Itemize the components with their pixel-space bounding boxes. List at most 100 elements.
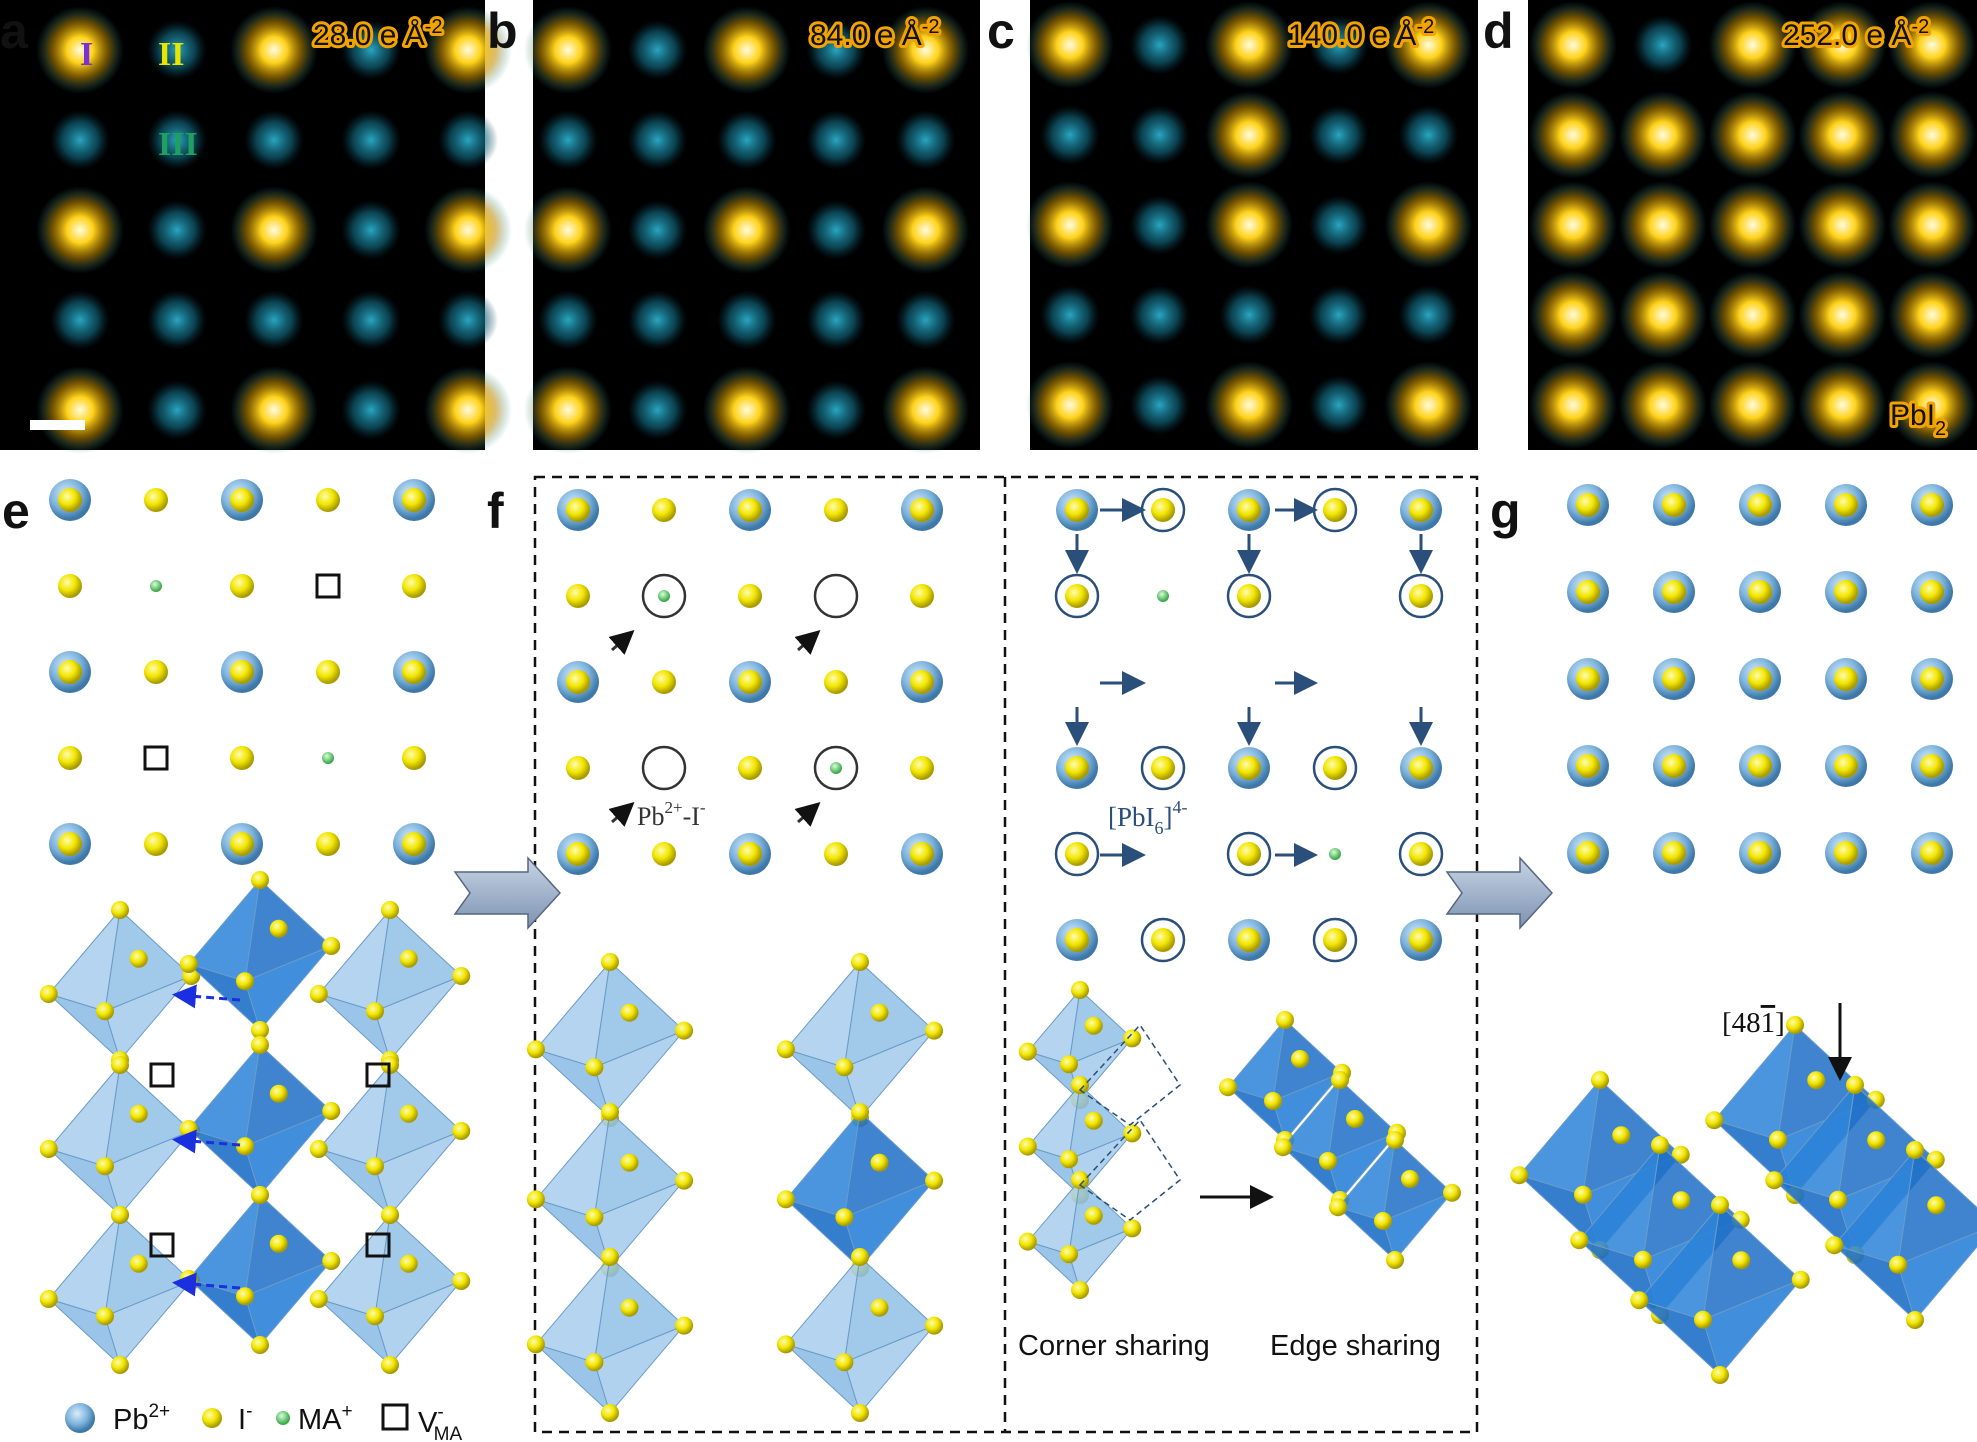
haadf-dim-column bbox=[341, 200, 401, 260]
iodine-atom bbox=[366, 1002, 384, 1021]
iodine-atom bbox=[1662, 493, 1686, 517]
iodine-atom bbox=[1807, 1071, 1826, 1090]
iodine-atom bbox=[1084, 1206, 1103, 1225]
ma-atom bbox=[1329, 848, 1341, 860]
haadf-dim-column bbox=[147, 20, 207, 80]
migration-arrow bbox=[608, 802, 635, 827]
octahedron-face bbox=[104, 1280, 192, 1367]
haadf-dim-column bbox=[806, 290, 867, 350]
iodine-atom bbox=[1662, 841, 1686, 865]
haadf-dim-column bbox=[341, 110, 401, 170]
haadf-dim-column bbox=[627, 200, 688, 260]
iodine-atom bbox=[1694, 1310, 1712, 1329]
haadf-bright-column bbox=[1798, 361, 1887, 449]
iodine-atom bbox=[1748, 667, 1772, 691]
haadf-bright-column bbox=[1888, 91, 1977, 179]
haadf-bright-column bbox=[1618, 361, 1707, 449]
pbi6-ring bbox=[1140, 745, 1186, 791]
iodine-atom bbox=[776, 1335, 795, 1354]
panel-letter-b: b bbox=[487, 3, 518, 59]
haadf-dim-column bbox=[1308, 375, 1369, 435]
iodine-atom bbox=[1920, 667, 1944, 691]
haadf-dim-column bbox=[341, 290, 401, 350]
vacancy-square bbox=[315, 573, 341, 599]
iodine-atom bbox=[566, 842, 590, 866]
haadf-bright-column bbox=[1888, 271, 1977, 359]
iodine-atom bbox=[1323, 756, 1347, 780]
iodine-atom bbox=[96, 1002, 114, 1021]
iodine-atom bbox=[1662, 580, 1686, 604]
haadf-c-atoms bbox=[1026, 1, 1473, 449]
iodine-atom bbox=[601, 1404, 619, 1422]
iodine-atom bbox=[824, 498, 848, 522]
iodine-atom bbox=[1748, 841, 1772, 865]
dose-label-a: 28.0 e Å-2 bbox=[313, 16, 443, 52]
haadf-bright-column bbox=[424, 186, 512, 274]
iodine-atom bbox=[144, 488, 168, 512]
haadf-dim-column bbox=[438, 110, 498, 170]
haadf-bright-column bbox=[1708, 181, 1797, 269]
dose-label-b: 84.0 e Å-2 bbox=[810, 16, 940, 52]
legend: Pb2+ I- MA+ V-MA bbox=[65, 1401, 462, 1442]
migration-arrow bbox=[172, 984, 241, 1009]
iodine-atom bbox=[58, 660, 82, 684]
haadf-dim-column bbox=[244, 290, 304, 350]
octahedron-face bbox=[104, 1130, 192, 1217]
iodine-atom bbox=[1791, 1270, 1810, 1289]
haadf-bright-column bbox=[1384, 1, 1473, 89]
iodine-atom bbox=[1374, 1212, 1392, 1230]
transition-arrow-f-g bbox=[1445, 856, 1554, 930]
ma-atom bbox=[322, 752, 334, 764]
haadf-dim-column bbox=[147, 290, 207, 350]
haadf-bright-column bbox=[702, 186, 791, 274]
iodine-atom bbox=[1867, 1131, 1886, 1150]
iodine-atom bbox=[585, 1058, 604, 1077]
iodine-atom bbox=[1576, 493, 1600, 517]
octahedra-e bbox=[39, 871, 471, 1374]
phase-label: PbI2 bbox=[1890, 399, 1946, 440]
haadf-panel-a: I II III 28.0 e Å-2 bbox=[0, 0, 512, 454]
vacancy-square bbox=[149, 1232, 175, 1258]
haadf-bright-column bbox=[424, 6, 512, 94]
iodine-atom bbox=[1570, 1231, 1589, 1250]
iodine-atom bbox=[316, 832, 340, 856]
octahedron-face bbox=[843, 1030, 935, 1120]
iodine-atom bbox=[824, 842, 848, 866]
iodine-atom bbox=[601, 1103, 619, 1121]
iodine-atom bbox=[230, 832, 254, 856]
octahedron-face bbox=[244, 1260, 332, 1347]
iodine-atom bbox=[402, 832, 426, 856]
iodine-atom bbox=[1834, 841, 1858, 865]
iodine-atom bbox=[251, 1036, 269, 1054]
haadf-dim-column bbox=[244, 110, 304, 170]
octahedron-face bbox=[374, 1130, 462, 1217]
pbi6-ring bbox=[1226, 831, 1272, 877]
haadf-dim-column bbox=[806, 20, 867, 80]
vacancy-square bbox=[365, 1232, 391, 1258]
iodine-atom bbox=[1065, 498, 1089, 522]
haadf-bright-column bbox=[1798, 1, 1887, 89]
iodine-atom bbox=[1834, 754, 1858, 778]
iodine-atom bbox=[1732, 1251, 1751, 1270]
iodine-atom bbox=[399, 1254, 418, 1273]
haadf-dim-column bbox=[1040, 105, 1100, 165]
iodine-atom bbox=[1264, 1092, 1282, 1110]
haadf-bright-column bbox=[1798, 181, 1887, 269]
iodine-atom bbox=[1920, 754, 1944, 778]
site-label-III: III bbox=[158, 126, 198, 163]
iodine-atom bbox=[269, 1234, 288, 1253]
iodine-atom bbox=[1748, 754, 1772, 778]
ma-atom bbox=[830, 762, 842, 774]
iodine-atom bbox=[776, 1040, 795, 1059]
iodine-atom bbox=[1291, 1050, 1309, 1068]
migration-arrow bbox=[608, 630, 635, 655]
octahedron-face bbox=[843, 1325, 935, 1415]
iodine-atom bbox=[1834, 493, 1858, 517]
iodine-atom bbox=[236, 1137, 254, 1156]
iodine-atom bbox=[402, 746, 426, 770]
iodine-atom bbox=[144, 660, 168, 684]
iodine-atom bbox=[1769, 1130, 1787, 1149]
iodine-atom bbox=[1123, 1124, 1142, 1143]
iodine-atom bbox=[236, 972, 254, 991]
haadf-dim-column bbox=[1219, 285, 1280, 345]
